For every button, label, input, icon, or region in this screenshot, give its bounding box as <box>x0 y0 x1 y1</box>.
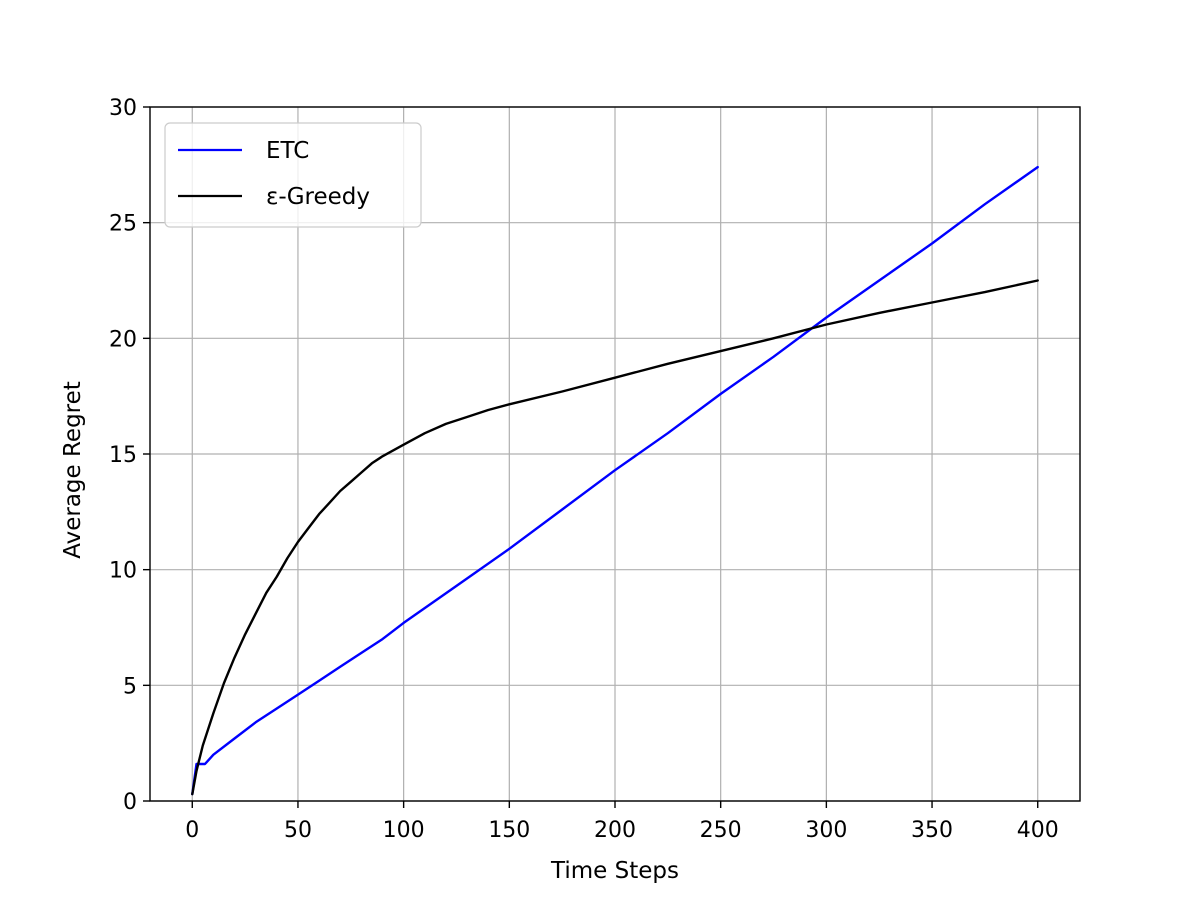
y-tick-label: 15 <box>109 443 137 468</box>
x-axis-label: Time Steps <box>550 858 679 884</box>
x-tick-label: 150 <box>488 818 530 843</box>
y-tick-label: 30 <box>109 96 137 121</box>
x-tick-label: 0 <box>185 818 199 843</box>
x-tick-label: 400 <box>1017 818 1059 843</box>
series-line-epsilon-greedy <box>191 279 1039 796</box>
legend-label-epsilon-greedy: ε-Greedy <box>266 184 370 210</box>
x-tick-label: 300 <box>805 818 847 843</box>
legend-label-etc: ETC <box>266 138 309 164</box>
y-tick-label: 25 <box>109 212 137 237</box>
series-layer <box>191 165 1039 796</box>
axis-ticks: 0 50 100 150 200 250 300 350 400 0 5 10 15 20 25 30 <box>109 96 1059 843</box>
legend: ETC ε-Greedy <box>164 122 422 228</box>
series-line-etc <box>191 165 1039 796</box>
y-axis-label: Average Regret <box>60 381 86 559</box>
x-tick-label: 350 <box>911 818 953 843</box>
x-tick-label: 50 <box>284 818 312 843</box>
grid <box>150 106 1080 802</box>
x-tick-label: 200 <box>594 818 636 843</box>
x-tick-label: 250 <box>700 818 742 843</box>
y-tick-label: 0 <box>123 790 137 815</box>
y-tick-label: 20 <box>109 327 137 352</box>
y-tick-label: 5 <box>123 674 137 699</box>
x-tick-label: 100 <box>383 818 425 843</box>
y-tick-label: 10 <box>109 559 137 584</box>
